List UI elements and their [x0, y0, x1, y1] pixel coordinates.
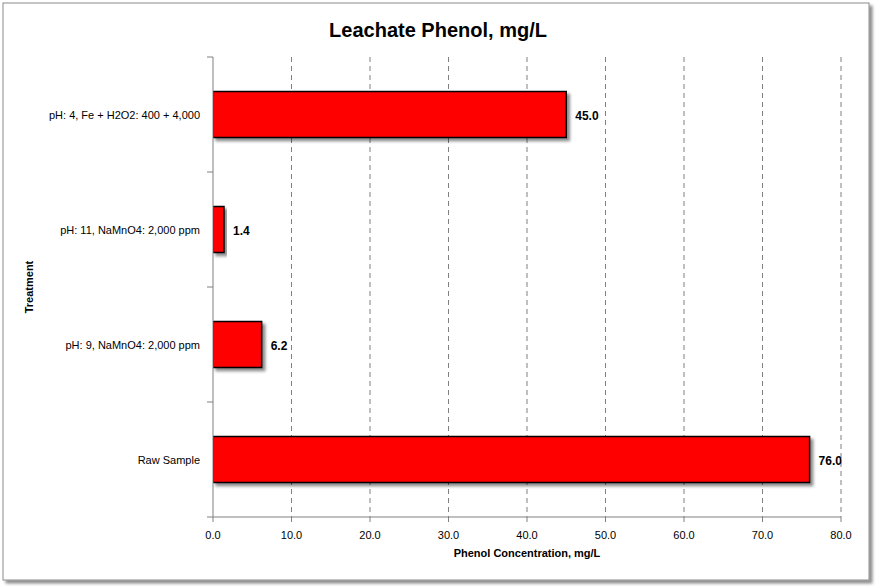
bar	[213, 207, 224, 253]
y-tick	[207, 517, 213, 518]
x-tick-label: 30.0	[438, 529, 459, 541]
title: Leachate Phenol, mg/L	[329, 19, 547, 41]
x-tick	[370, 517, 371, 522]
x-tick	[448, 517, 449, 522]
x-tick	[291, 517, 292, 522]
x-tick-label: 20.0	[359, 529, 380, 541]
x-tick-label: 70.0	[752, 529, 773, 541]
bar	[213, 437, 810, 483]
y-tick	[207, 402, 213, 403]
x-tick	[527, 517, 528, 522]
x-tick-label: 0.0	[205, 529, 220, 541]
x-tick-label: 10.0	[281, 529, 302, 541]
bar	[213, 322, 262, 368]
grid-line	[841, 57, 842, 517]
category-label: Raw Sample	[138, 454, 200, 466]
category-label: pH: 4, Fe + H2O2: 400 + 4,000	[49, 109, 200, 121]
data-label: 45.0	[575, 109, 599, 123]
x-tick-label: 50.0	[595, 529, 616, 541]
x-tick	[841, 517, 842, 522]
bars	[213, 92, 810, 483]
x-axis-title: Phenol Concentration, mg/L	[454, 547, 601, 559]
category-label: pH: 9, NaMnO4: 2,000 ppm	[65, 339, 200, 351]
x-tick-label: 60.0	[673, 529, 694, 541]
data-label: 76.0	[819, 454, 843, 468]
x-tick	[605, 517, 606, 522]
y-tick	[207, 287, 213, 288]
x-tick	[762, 517, 763, 522]
frame	[3, 3, 869, 580]
data-label: 1.4	[233, 224, 250, 238]
bar	[213, 92, 566, 138]
x-tick-label: 80.0	[830, 529, 851, 541]
x-axis	[213, 517, 841, 518]
y-tick	[207, 172, 213, 173]
x-tick	[684, 517, 685, 522]
category-label: pH: 11, NaMnO4: 2,000 ppm	[60, 224, 200, 236]
y-tick	[207, 57, 213, 58]
x-tick	[213, 517, 214, 522]
x-tick-label: 40.0	[516, 529, 537, 541]
y-axis-title: Treatment	[23, 260, 35, 313]
data-label: 6.2	[271, 339, 288, 353]
chart: Leachate Phenol, mg/L 0.0 10.0 20.0 30.0 40.0…	[0, 0, 876, 588]
